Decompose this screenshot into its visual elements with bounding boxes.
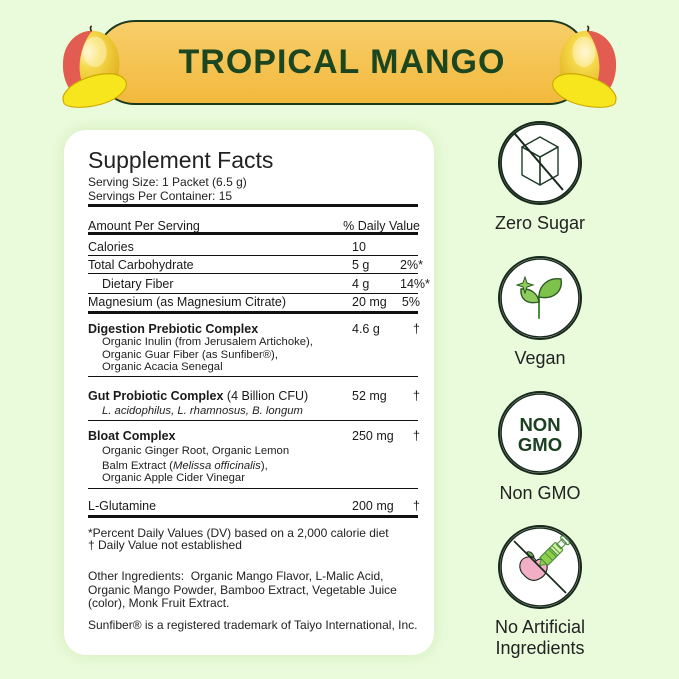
svg-text:NON: NON	[519, 414, 560, 435]
svg-text:GMO: GMO	[518, 434, 562, 455]
